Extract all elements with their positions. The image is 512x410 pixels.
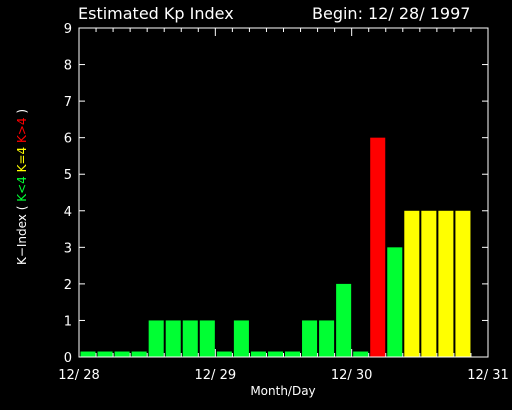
y-tick-label: 8 bbox=[64, 59, 72, 74]
kp-bar bbox=[353, 351, 369, 357]
kp-bar bbox=[267, 351, 283, 357]
chart-title: Estimated Kp Index bbox=[78, 4, 234, 23]
kp-bar bbox=[336, 283, 352, 357]
begin-date: Begin: 12/ 28/ 1997 bbox=[312, 4, 471, 23]
kp-bar bbox=[199, 320, 215, 357]
axes-group bbox=[78, 27, 489, 358]
y-tick-label: 0 bbox=[64, 351, 72, 366]
y-tick-label: 7 bbox=[64, 95, 72, 110]
kp-bar bbox=[302, 320, 318, 357]
y-axis-label-part: K<4 bbox=[15, 176, 29, 202]
y-tick-labels: 0 1 2 3 4 5 6 7 8 9 bbox=[64, 22, 72, 366]
y-tick-label: 9 bbox=[64, 22, 72, 37]
kp-bar bbox=[148, 320, 164, 357]
kp-bar bbox=[421, 210, 437, 357]
kp-bar bbox=[438, 210, 454, 357]
x-tick-label: 12/ 30 bbox=[331, 368, 373, 383]
y-tick-label: 2 bbox=[64, 278, 72, 293]
y-tick-label: 5 bbox=[64, 168, 72, 183]
bars-group bbox=[80, 137, 471, 357]
kp-bar bbox=[216, 351, 232, 357]
kp-bar bbox=[319, 320, 335, 357]
x-tick-labels: 12/ 28 12/ 29 12/ 30 12/ 31 bbox=[58, 368, 509, 383]
kp-bar bbox=[97, 351, 113, 357]
x-tick-label: 12/ 31 bbox=[467, 368, 509, 383]
kp-bar bbox=[114, 351, 130, 357]
y-tick-label: 1 bbox=[64, 314, 72, 329]
x-tick-label: 12/ 29 bbox=[195, 368, 237, 383]
kp-bar bbox=[370, 137, 386, 357]
kp-bar bbox=[165, 320, 181, 357]
kp-bar bbox=[182, 320, 198, 357]
y-tick-label: 6 bbox=[64, 132, 72, 147]
y-axis-label-part: K=4 bbox=[15, 143, 29, 176]
kp-bar bbox=[285, 351, 301, 357]
x-tick-label: 12/ 28 bbox=[58, 368, 100, 383]
kp-bar bbox=[404, 210, 420, 357]
y-axis-label-part: K>4 bbox=[15, 117, 29, 143]
y-tick-label: 3 bbox=[64, 241, 72, 256]
kp-bar bbox=[80, 351, 96, 357]
kp-bar bbox=[233, 320, 249, 357]
kp-bar bbox=[250, 351, 266, 357]
y-axis-label-part: ) bbox=[15, 109, 29, 118]
x-axis-label: Month/Day bbox=[250, 384, 315, 398]
kp-bar bbox=[455, 210, 471, 357]
y-axis-label-part: K−Index ( bbox=[15, 202, 29, 265]
y-tick-label: 4 bbox=[64, 205, 72, 220]
kp-bar bbox=[131, 351, 147, 357]
y-axis-label: K−Index ( K<4 K=4 K>4 ) bbox=[15, 109, 29, 265]
kp-bar bbox=[387, 247, 403, 357]
